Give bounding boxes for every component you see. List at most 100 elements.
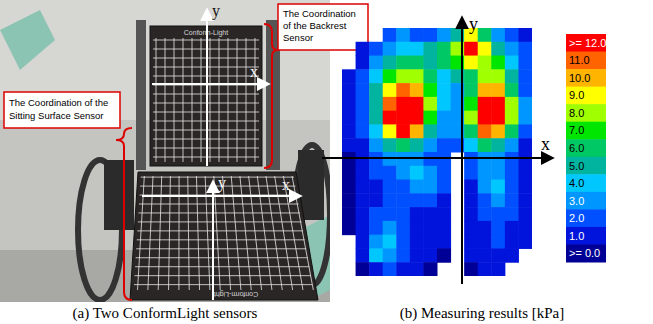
heat-cell [423,235,437,249]
heat-cell [478,207,492,221]
heatmap-axes: xy [322,14,552,284]
seat-grid [134,176,313,290]
grid-line [135,266,309,267]
axis-label: x [250,63,258,80]
heat-cell [383,235,397,249]
heat-cell [396,180,410,194]
colorbar-swatch [566,52,606,70]
heat-cell [396,248,410,262]
grid-line [135,275,311,276]
heat-cell [518,235,532,249]
colorbar-swatch [566,209,606,227]
axis-label: x [541,134,550,154]
heat-cell [410,28,424,42]
heat-cell [437,193,451,207]
axis-label: y [212,2,220,20]
heat-cell [491,235,505,249]
heat-cell [464,193,478,207]
grid-line [214,176,220,290]
heat-cell [437,124,451,138]
heat-cell [464,221,478,235]
colorbar-label: >= 12.0 [569,37,606,49]
colorbar-label: 6.0 [569,142,584,154]
heat-cell [410,152,424,166]
heat-cell [356,83,370,97]
callout-text: Sitting Surface Sensor [9,110,104,121]
callout-text: The Coordination [283,8,356,19]
heat-cell [464,124,478,138]
grid-line [138,221,302,222]
sensor-label: Conform-Light [214,290,258,298]
heat-cell [423,42,437,56]
heat-cell [369,207,383,221]
heat-cell [383,111,397,125]
grid-line [137,239,305,240]
heat-cell [342,97,356,111]
heat-cell [505,69,519,83]
colorbar-swatch [566,192,606,210]
heat-cell [518,180,532,194]
heat-cell [396,138,410,152]
heat-cell [342,69,356,83]
heat-cell [396,207,410,221]
grid-line [237,38,238,162]
colorbar-swatch [566,69,606,87]
frame [136,20,146,170]
heat-cell [410,111,424,125]
colorbar-swatch [566,244,606,262]
colorbar-swatch [566,104,606,122]
heat-cell [518,83,532,97]
heat-cell [356,42,370,56]
heat-cell [396,56,410,70]
grid-line [139,204,299,205]
heat-cell [410,83,424,97]
heat-cell [518,166,532,180]
heat-cell [423,28,437,42]
heat-cell [423,166,437,180]
callout-box [4,92,120,128]
axis-arrow [142,195,300,197]
heat-cell [396,111,410,125]
grid-line [138,176,145,290]
heat-cell [491,28,505,42]
heat-cell [518,152,532,166]
grid-line [275,176,293,290]
heat-cell [464,262,478,276]
heat-cell [396,69,410,83]
heat-cell [437,56,451,70]
heat-cell [464,69,478,83]
colorbar-label: 3.0 [569,195,584,207]
heat-cell [369,262,383,276]
grid-line [205,176,210,290]
heat-cell [396,235,410,249]
heat-cell [437,97,451,111]
heat-cell [505,138,519,152]
grid-line [196,176,199,290]
heat-cell [464,42,478,56]
heat-cell [383,138,397,152]
heat-cell [423,248,437,262]
heat-cell [518,124,532,138]
colorbar-label: 7.0 [569,124,584,136]
heat-cell [383,207,397,221]
colorbar-label: 11.0 [569,54,590,66]
heat-cell [491,42,505,56]
heat-cell [491,138,505,152]
heat-cell [369,180,383,194]
grid-line [257,176,272,290]
heat-cell [505,28,519,42]
photo-axes: yxyx [142,2,300,300]
heat-cell [464,56,478,70]
heat-cell [464,248,478,262]
grid-line [266,176,282,290]
heatmap-cells [342,28,532,276]
colorbar-label: 2.0 [569,212,584,224]
heat-cell [356,56,370,70]
heat-cell [437,180,451,194]
heat-cell [369,248,383,262]
heat-cell [491,111,505,125]
heat-cell [410,235,424,249]
heat-cell [464,138,478,152]
heat-cell [437,166,451,180]
heat-cell [505,152,519,166]
